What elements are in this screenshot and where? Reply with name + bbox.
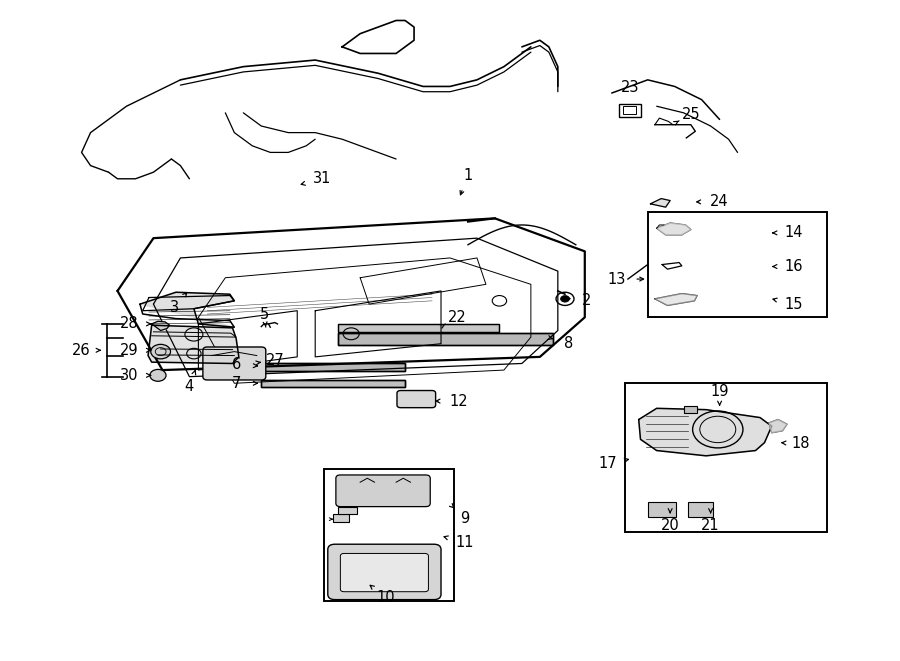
Text: 22: 22 bbox=[448, 310, 466, 325]
Bar bbox=[338, 333, 554, 345]
Text: 31: 31 bbox=[313, 171, 331, 186]
Bar bbox=[338, 507, 357, 514]
Text: 14: 14 bbox=[785, 225, 804, 241]
Bar bbox=[648, 212, 827, 317]
Circle shape bbox=[561, 295, 570, 302]
FancyBboxPatch shape bbox=[202, 347, 266, 380]
Bar bbox=[261, 363, 405, 371]
Bar bbox=[688, 502, 714, 516]
Text: 3: 3 bbox=[169, 300, 179, 315]
FancyBboxPatch shape bbox=[340, 553, 428, 592]
Bar bbox=[338, 324, 500, 332]
Bar bbox=[333, 514, 349, 522]
Text: 29: 29 bbox=[120, 343, 139, 358]
Bar bbox=[619, 104, 641, 118]
Text: 6: 6 bbox=[231, 358, 241, 372]
Text: 25: 25 bbox=[681, 106, 700, 122]
Polygon shape bbox=[639, 408, 771, 456]
Polygon shape bbox=[140, 292, 234, 327]
Text: 18: 18 bbox=[791, 436, 810, 451]
Text: 24: 24 bbox=[710, 194, 729, 210]
Text: 8: 8 bbox=[564, 336, 573, 351]
FancyBboxPatch shape bbox=[336, 475, 430, 506]
Text: 27: 27 bbox=[266, 353, 284, 368]
Bar bbox=[626, 383, 827, 531]
FancyBboxPatch shape bbox=[397, 391, 436, 408]
Bar bbox=[261, 363, 405, 371]
Bar bbox=[338, 333, 554, 345]
Circle shape bbox=[151, 344, 170, 359]
Bar bbox=[684, 407, 698, 413]
Text: 28: 28 bbox=[120, 317, 139, 331]
Polygon shape bbox=[769, 420, 787, 433]
Text: 15: 15 bbox=[785, 297, 804, 311]
FancyBboxPatch shape bbox=[328, 544, 441, 600]
Bar bbox=[324, 469, 454, 601]
Text: 16: 16 bbox=[785, 259, 804, 274]
Text: 30: 30 bbox=[120, 368, 139, 383]
Circle shape bbox=[150, 369, 166, 381]
Polygon shape bbox=[657, 223, 691, 235]
Text: 17: 17 bbox=[598, 456, 616, 471]
Bar bbox=[261, 380, 405, 387]
Polygon shape bbox=[651, 198, 670, 207]
Text: 21: 21 bbox=[701, 518, 720, 533]
Polygon shape bbox=[152, 321, 169, 330]
Text: 20: 20 bbox=[661, 518, 680, 533]
Bar bbox=[261, 380, 405, 387]
Text: 9: 9 bbox=[460, 511, 469, 526]
Text: 10: 10 bbox=[376, 590, 394, 605]
Bar bbox=[624, 106, 636, 114]
Text: 5: 5 bbox=[259, 307, 268, 321]
Bar bbox=[338, 324, 500, 332]
Text: 13: 13 bbox=[608, 272, 625, 287]
Text: 12: 12 bbox=[450, 393, 468, 408]
Text: 2: 2 bbox=[582, 293, 591, 308]
Polygon shape bbox=[655, 293, 698, 305]
Text: 7: 7 bbox=[231, 375, 241, 391]
Text: 11: 11 bbox=[455, 535, 473, 551]
Text: 1: 1 bbox=[464, 168, 472, 183]
Text: 4: 4 bbox=[184, 379, 194, 394]
Bar bbox=[648, 502, 677, 516]
Polygon shape bbox=[148, 325, 238, 364]
Text: 23: 23 bbox=[620, 80, 639, 95]
Text: 19: 19 bbox=[710, 383, 729, 399]
Text: 26: 26 bbox=[72, 343, 91, 358]
